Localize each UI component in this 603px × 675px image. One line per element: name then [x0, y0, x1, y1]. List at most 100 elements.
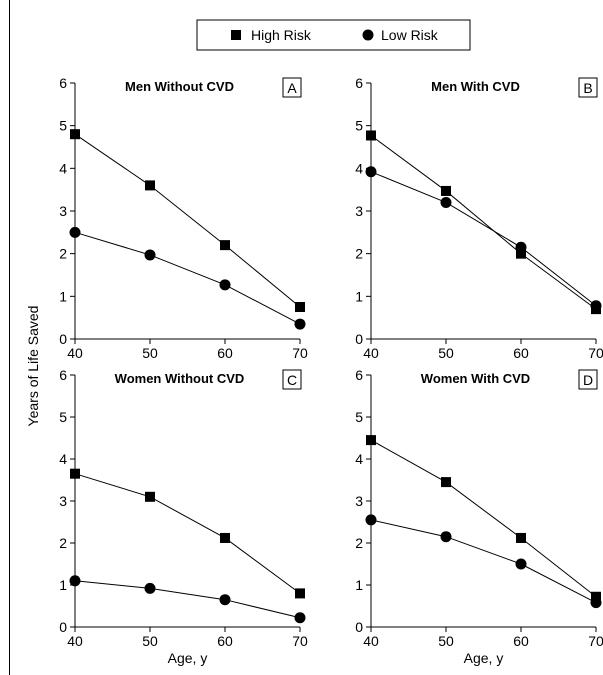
y-tick-label: 4 — [59, 451, 67, 467]
legend: High Risk Low Risk — [196, 19, 471, 51]
y-tick-label: 5 — [355, 409, 363, 425]
panel-letter-box — [282, 369, 302, 390]
x-tick-label: 70 — [588, 633, 603, 649]
x-tick-label: 50 — [438, 345, 454, 361]
panel-letter-box — [282, 77, 302, 98]
data-point-low-risk — [440, 531, 452, 543]
y-tick-label: 3 — [59, 203, 67, 219]
y-tick-label: 4 — [355, 451, 363, 467]
data-point-low-risk — [365, 514, 377, 526]
data-point-high-risk — [70, 129, 80, 140]
series-line-low-risk — [370, 519, 597, 604]
data-point-low-risk — [515, 241, 527, 253]
series-line-high-risk — [370, 135, 597, 310]
series-line-low-risk — [74, 580, 301, 619]
y-axis-label: Years of Life Saved — [25, 306, 41, 427]
data-point-high-risk — [441, 477, 451, 488]
x-tick-label: 70 — [292, 345, 308, 361]
panel-title: Men With CVD — [431, 79, 520, 94]
x-tick-label: 60 — [217, 345, 233, 361]
y-tick-label: 6 — [59, 367, 67, 383]
x-tick-label: 60 — [513, 345, 529, 361]
data-point-high-risk — [70, 468, 80, 479]
panel-letter: D — [583, 372, 593, 388]
panel-letter: B — [583, 80, 592, 96]
y-tick-label: 1 — [59, 288, 67, 304]
data-point-high-risk — [441, 185, 451, 196]
y-tick-label: 0 — [59, 619, 67, 635]
series-line-low-risk — [74, 231, 301, 325]
data-point-high-risk — [220, 240, 230, 251]
y-tick-label: 5 — [355, 118, 363, 134]
x-tick-label: 70 — [292, 633, 308, 649]
data-point-high-risk — [145, 180, 155, 191]
y-tick-label: 1 — [355, 577, 363, 593]
legend-label-high-risk: High Risk — [251, 27, 312, 43]
panel-letter-box — [578, 77, 598, 98]
x-axis-label: Age, y — [464, 650, 504, 666]
y-tick-label: 2 — [59, 246, 67, 262]
y-tick-label: 4 — [355, 160, 363, 176]
figure-frame — [9, 0, 603, 675]
data-point-low-risk — [365, 166, 377, 178]
data-point-high-risk — [145, 491, 155, 502]
x-tick-label: 40 — [363, 345, 379, 361]
panel-title: Women With CVD — [421, 371, 530, 386]
data-point-low-risk — [294, 612, 306, 624]
panel-title: Women Without CVD — [115, 371, 245, 386]
y-tick-label: 5 — [59, 118, 67, 134]
data-point-low-risk — [440, 196, 452, 208]
y-tick-label: 6 — [355, 367, 363, 383]
y-tick-label: 6 — [355, 75, 363, 91]
data-point-low-risk — [144, 582, 156, 594]
data-point-low-risk — [515, 558, 527, 570]
panel-b: 0 1 2 3 4 5 6 40 50 60 70 Men With CVD B — [355, 75, 603, 361]
panel-a: 0 1 2 3 4 5 6 40 50 60 70 Men Without CVD A — [59, 75, 308, 361]
panel-letter: A — [287, 80, 297, 96]
panel-c: 0 1 2 3 4 5 6 40 50 60 70 Women Without CVD C Age, y — [59, 367, 308, 666]
x-tick-label: 70 — [588, 345, 603, 361]
x-tick-label: 60 — [513, 633, 529, 649]
legend-marker-high-risk — [231, 30, 241, 40]
y-tick-label: 2 — [355, 535, 363, 551]
x-tick-label: 50 — [142, 345, 158, 361]
y-tick-label: 0 — [355, 619, 363, 635]
data-point-high-risk — [295, 588, 305, 599]
series-line-high-risk — [370, 439, 597, 598]
panel-d: 0 1 2 3 4 5 6 40 50 60 70 Women With CVD D Age, y — [355, 367, 603, 666]
series-line-low-risk — [370, 171, 597, 307]
data-point-low-risk — [69, 226, 81, 238]
data-point-high-risk — [366, 130, 376, 141]
data-point-low-risk — [69, 575, 81, 587]
y-tick-label: 0 — [355, 331, 363, 347]
y-tick-label: 1 — [59, 577, 67, 593]
y-tick-label: 2 — [355, 246, 363, 262]
y-tick-label: 3 — [59, 493, 67, 509]
data-point-low-risk — [144, 249, 156, 261]
data-point-high-risk — [366, 435, 376, 446]
y-tick-label: 1 — [355, 288, 363, 304]
series-line-high-risk — [74, 473, 301, 594]
x-tick-label: 60 — [217, 633, 233, 649]
y-tick-label: 6 — [59, 75, 67, 91]
data-point-high-risk — [516, 248, 526, 259]
x-tick-label: 40 — [67, 633, 83, 649]
panel-title: Men Without CVD — [125, 79, 234, 94]
legend-label-low-risk: Low Risk — [381, 27, 439, 43]
data-point-low-risk — [294, 318, 306, 330]
data-point-high-risk — [516, 532, 526, 543]
y-tick-label: 3 — [355, 493, 363, 509]
legend-marker-low-risk — [362, 29, 374, 41]
data-point-low-risk — [219, 279, 231, 291]
x-axis-label: Age, y — [168, 650, 208, 666]
data-point-low-risk — [590, 300, 602, 312]
series-line-high-risk — [74, 133, 301, 308]
data-point-high-risk — [220, 532, 230, 543]
x-tick-label: 50 — [142, 633, 158, 649]
x-tick-label: 40 — [363, 633, 379, 649]
x-tick-label: 40 — [67, 345, 83, 361]
panel-letter: C — [287, 372, 297, 388]
panel-letter-box — [578, 369, 598, 390]
